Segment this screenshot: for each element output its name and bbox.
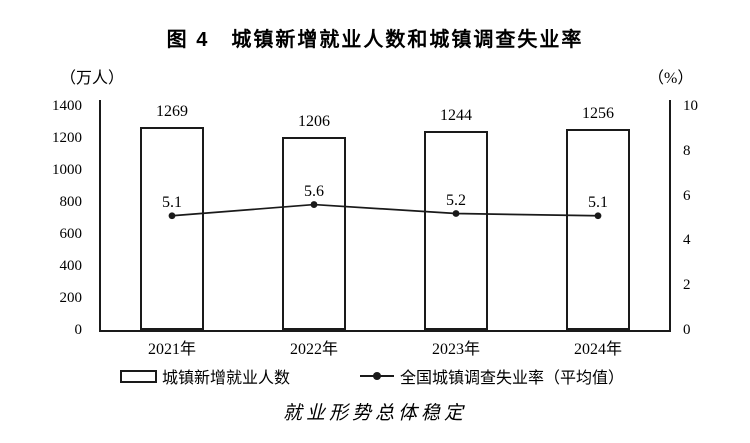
bar [566, 129, 630, 330]
axis-tick-label-right: 2 [683, 277, 691, 294]
bar-value-label: 1244 [440, 106, 472, 124]
axis-tick-label-left: 200 [59, 290, 83, 306]
unemployment-rate-line [168, 201, 602, 220]
axis-tick-label-left: 0 [74, 322, 83, 338]
figure-title: 图 4 城镇新增就业人数和城镇调查失业率 [166, 29, 584, 51]
line-dot-swatch-icon [360, 369, 394, 383]
line-point [310, 201, 318, 208]
axis-tick-label-left: 1400 [52, 98, 82, 114]
legend-item-bar: 城镇新增就业人数 [120, 368, 290, 387]
axis-tick-label-left: 800 [59, 194, 83, 210]
bar [424, 130, 488, 330]
bar-value-label: 1269 [156, 102, 188, 120]
axis-tick-label-left: 400 [59, 258, 83, 274]
axis-tick-label-left: 1000 [52, 162, 82, 178]
legend-label-bar: 城镇新增就业人数 [162, 370, 291, 387]
axis-tick-label-right: 6 [683, 187, 691, 204]
line-value-label: 5.1 [162, 193, 182, 211]
line-path [171, 203, 599, 217]
left-axis-unit: （万人） [60, 70, 125, 87]
bar-value-label: 1206 [298, 113, 330, 131]
axis-tick-label-left: 1200 [52, 130, 82, 146]
category-label: 2022年 [289, 341, 338, 358]
bar [140, 126, 204, 330]
axis-tick-label-right: 0 [683, 322, 691, 338]
line-value-label: 5.6 [304, 182, 324, 200]
line-value-label: 5.1 [588, 193, 608, 211]
line-value-label: 5.2 [446, 191, 466, 209]
legend-item-line: 全国城镇调查失业率（平均值） [360, 368, 624, 387]
axis-tick-label-right: 8 [683, 142, 691, 159]
line-point [594, 212, 602, 220]
axis-tick-label-right: 10 [683, 98, 698, 114]
axis-tick-label-right: 4 [683, 232, 691, 249]
figure-caption: 就业形势总体稳定 [282, 403, 467, 424]
bar-swatch-icon [120, 369, 157, 383]
category-label: 2024年 [573, 341, 622, 358]
category-label: 2023年 [431, 341, 480, 358]
plot-area: 1269 1206 1244 1256 5.1 5.6 5.2 5.1 [99, 100, 671, 332]
legend-label-line: 全国城镇调查失业率（平均值） [400, 370, 625, 387]
axis-tick-label-left: 600 [59, 226, 83, 242]
bar-value-label: 1256 [582, 105, 614, 123]
legend-line-dot [373, 372, 381, 380]
category-label: 2021年 [147, 341, 196, 358]
right-axis-unit: （%） [648, 70, 694, 87]
line-point [452, 210, 460, 217]
bar [282, 137, 346, 330]
line-point [168, 212, 176, 220]
